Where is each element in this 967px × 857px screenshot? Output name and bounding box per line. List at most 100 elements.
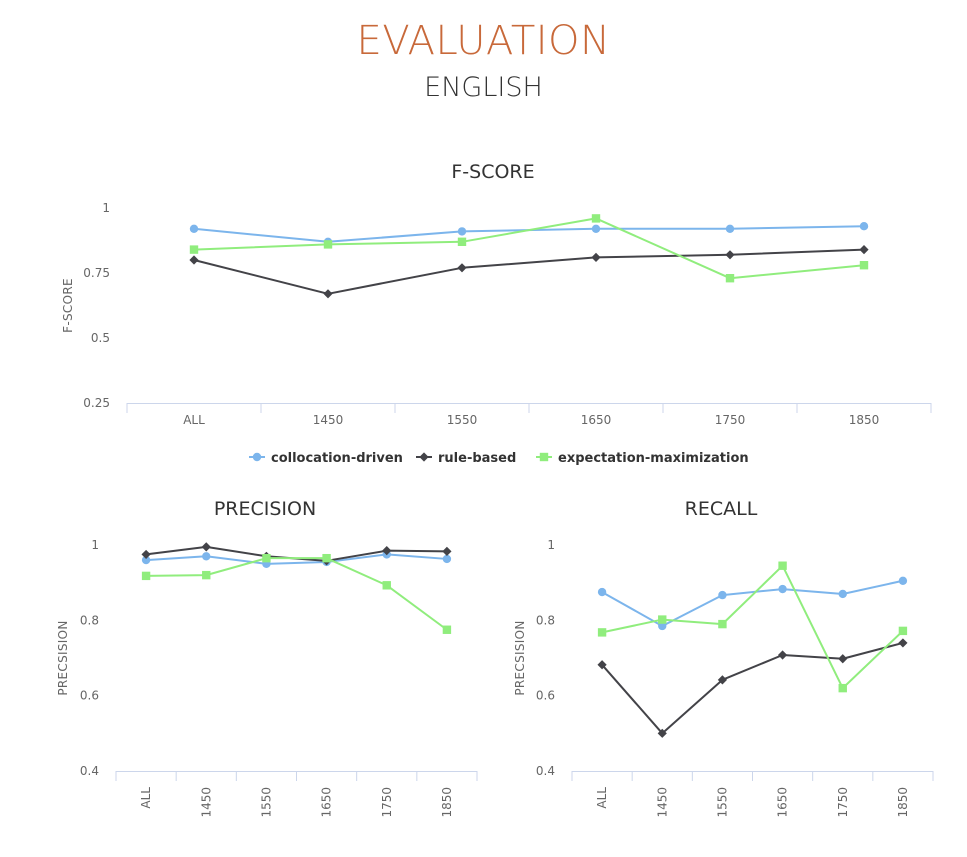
data-point-rule-based	[717, 675, 728, 685]
data-point-rule-based	[859, 245, 869, 255]
data-point-collocation-driven	[718, 590, 727, 600]
data-point-collocation-driven	[898, 576, 908, 585]
series-collocation-driven	[189, 222, 869, 246]
series-line-expectation-maximization	[601, 564, 904, 690]
legend-marker	[252, 452, 262, 462]
series-line-collocation-driven	[193, 225, 865, 243]
x-tick-label: 1550	[259, 787, 273, 818]
y-tick-label: 0.8	[536, 613, 555, 627]
data-point-expectation-maximization	[859, 261, 869, 270]
data-point-expectation-maximization	[323, 240, 333, 249]
series-collocation-driven	[597, 576, 908, 631]
x-tick-label: 1550	[715, 787, 729, 818]
data-point-collocation-driven	[658, 621, 667, 631]
x-tick-label: 1550	[447, 413, 478, 427]
series-line-expectation-maximization	[193, 217, 865, 280]
series-line-collocation-driven	[146, 553, 447, 565]
data-point-expectation-maximization	[262, 553, 271, 563]
x-tick-label: ALL	[183, 413, 205, 427]
x-tick-label: 1850	[896, 787, 910, 818]
y-axis-title: F-SCORE	[61, 278, 75, 333]
y-tick-label: 1	[547, 538, 555, 552]
data-point-rule-based	[777, 650, 788, 660]
data-point-rule-based	[189, 255, 199, 265]
data-point-expectation-maximization	[141, 571, 151, 581]
data-point-expectation-maximization	[382, 581, 391, 590]
x-tick-label: 1450	[313, 413, 344, 427]
series-rule-based	[597, 638, 908, 738]
series-line-expectation-maximization	[146, 557, 448, 631]
data-point-expectation-maximization	[838, 683, 847, 693]
data-point-rule-based	[898, 638, 908, 648]
x-tick-label: 1450	[655, 787, 669, 818]
x-tick-label: 1650	[776, 787, 790, 818]
y-axis-title: PRECSISION	[56, 620, 70, 695]
chart-recall: RECALL PRECSISION 0.4 0.6 0.8 1 ALL 1450 1550 165…	[513, 498, 934, 818]
x-tick-label: ALL	[139, 787, 153, 809]
y-tick-label: 0.75	[83, 266, 110, 280]
data-point-rule-based	[838, 654, 848, 664]
chart-precision: PRECISION PRECSISION 0.4 0.6 0.8 1 ALL 1450 1550…	[56, 498, 478, 818]
legend-label: rule-based	[438, 451, 516, 466]
series-line-collocation-driven	[601, 579, 904, 627]
data-point-rule-based	[597, 660, 607, 670]
x-tick-label: 1650	[320, 787, 334, 818]
data-point-expectation-maximization	[718, 619, 727, 629]
y-tick-label: 0.6	[536, 689, 555, 703]
data-point-expectation-maximization	[725, 274, 735, 283]
x-tick-label: 1750	[380, 787, 394, 818]
data-point-collocation-driven	[442, 554, 452, 564]
data-point-rule-based	[323, 289, 333, 299]
page-title: EVALUATION	[356, 18, 611, 64]
data-point-collocation-driven	[859, 222, 869, 231]
legend-item-collocation-driven: collocation-driven	[249, 451, 403, 466]
data-point-rule-based	[442, 546, 452, 557]
y-tick-label: 0.5	[91, 331, 110, 345]
series-expectation-maximization	[597, 561, 908, 693]
data-point-collocation-driven	[778, 584, 787, 594]
y-tick-label: 0.25	[83, 396, 110, 410]
y-axis-title: PRECSISION	[513, 620, 527, 695]
data-point-expectation-maximization	[778, 561, 787, 570]
page-subtitle: ENGLISH	[424, 72, 543, 103]
chart-f-score: F-SCORE F-SCORE 0.25 0.5 0.75 1 ALL 1450 1550 165…	[61, 161, 932, 427]
legend-label: collocation-driven	[271, 451, 403, 466]
data-point-collocation-driven	[591, 224, 601, 233]
x-tick-label: ALL	[595, 787, 609, 809]
x-tick-label: 1750	[836, 787, 850, 818]
x-tick-label: 1850	[440, 787, 454, 818]
series-expectation-maximization	[189, 214, 869, 283]
data-point-rule-based	[591, 252, 601, 262]
data-point-rule-based	[657, 728, 667, 738]
series-rule-based	[189, 245, 869, 299]
y-tick-label: 1	[102, 201, 110, 215]
chart-title-precision: PRECISION	[214, 498, 316, 520]
data-point-expectation-maximization	[597, 628, 607, 637]
x-tick-label: 1750	[715, 413, 746, 427]
data-point-collocation-driven	[457, 227, 467, 236]
data-point-collocation-driven	[838, 589, 847, 599]
series-expectation-maximization	[141, 553, 452, 634]
data-point-collocation-driven	[597, 587, 607, 597]
data-point-rule-based	[457, 263, 467, 273]
data-point-expectation-maximization	[322, 553, 331, 563]
data-point-expectation-maximization	[442, 625, 452, 634]
y-tick-label: 0.6	[80, 689, 99, 703]
y-tick-label: 0.4	[80, 764, 99, 778]
y-tick-label: 0.8	[80, 613, 99, 627]
data-point-expectation-maximization	[457, 237, 467, 246]
legend-item-rule-based: rule-based	[416, 451, 516, 466]
chart-title-recall: RECALL	[685, 498, 758, 520]
data-point-rule-based	[141, 549, 151, 560]
y-tick-label: 0.4	[536, 764, 555, 778]
series-line-rule-based	[601, 641, 904, 735]
data-point-collocation-driven	[202, 552, 211, 561]
data-point-rule-based	[201, 542, 211, 552]
x-tick-label: 1450	[199, 787, 213, 818]
x-tick-label: 1850	[849, 413, 880, 427]
legend: collocation-driven rule-based expectation-…	[249, 451, 749, 466]
data-point-collocation-driven	[189, 224, 199, 233]
x-tick-label: 1650	[581, 413, 612, 427]
data-point-rule-based	[725, 250, 735, 260]
